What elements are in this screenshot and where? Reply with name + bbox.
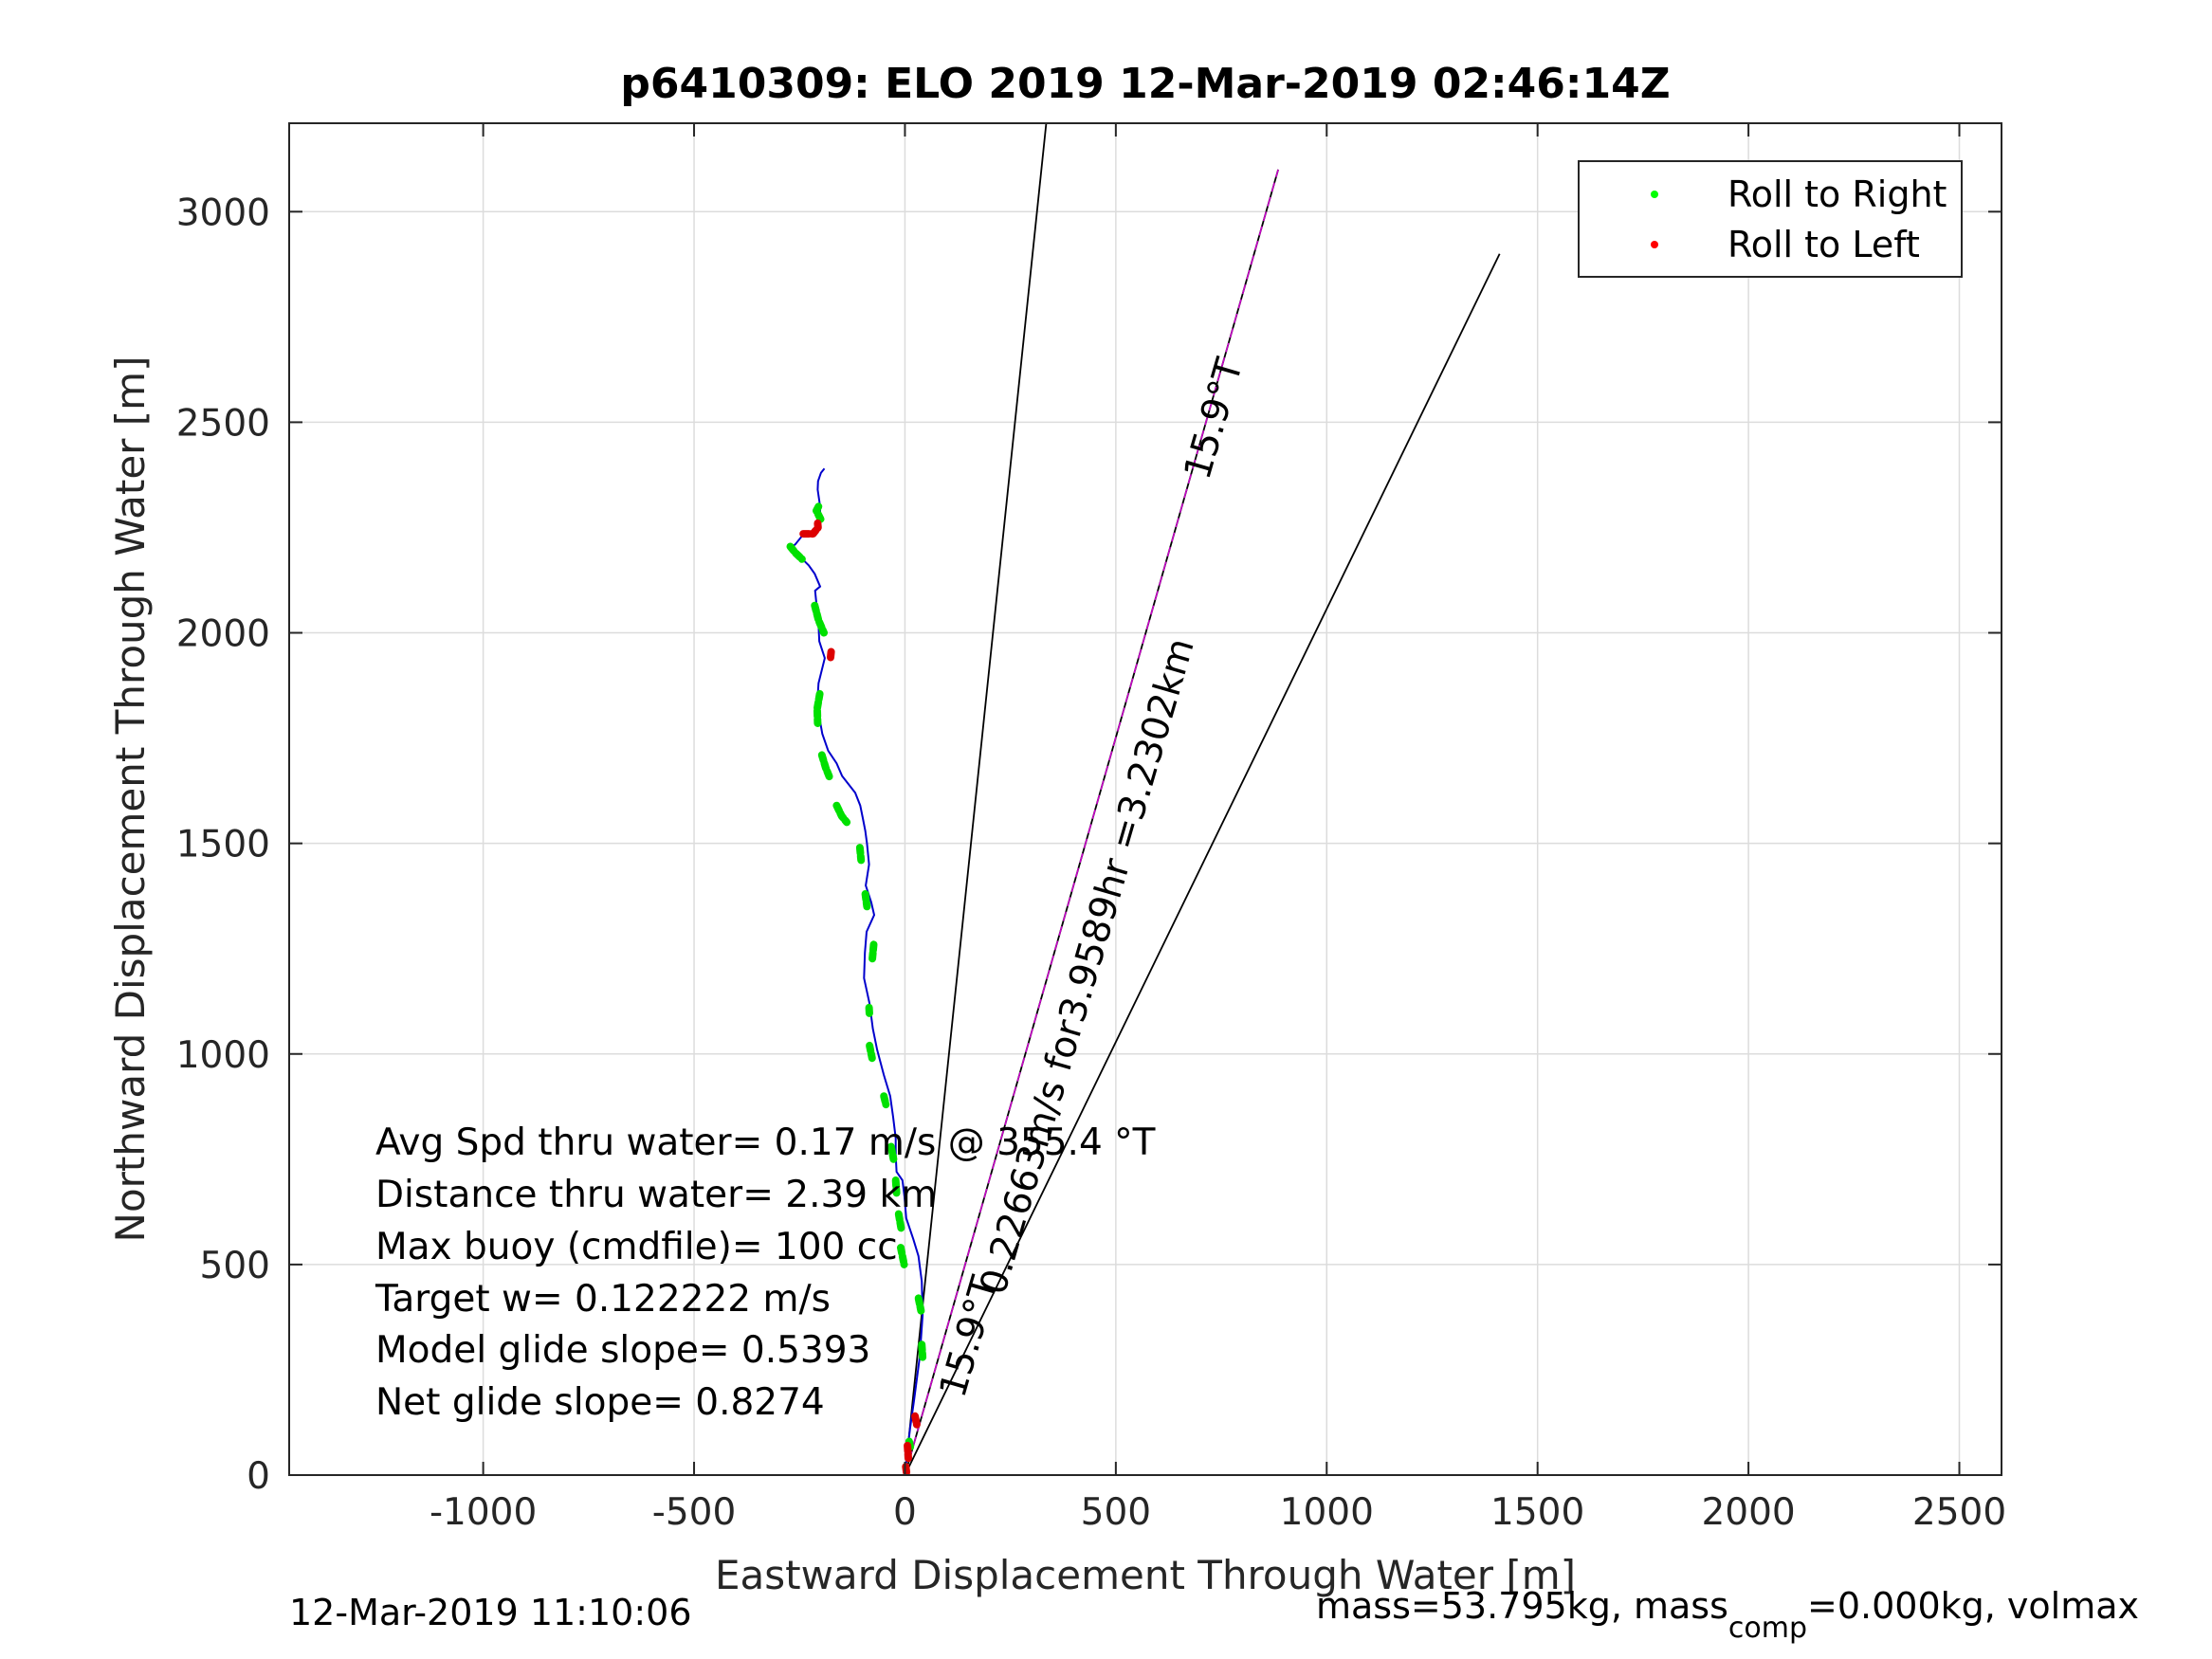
legend-roll-right-marker: [1651, 191, 1658, 198]
roll-right-marker: [880, 1092, 890, 1109]
y-tick-label: 1000: [176, 1034, 270, 1077]
roll-right-marker: [817, 751, 834, 782]
grid-lines: [289, 123, 2002, 1476]
roll-right-marker: [865, 1003, 874, 1020]
legend-box: [1578, 160, 1963, 278]
roll-right-marker: [891, 1176, 901, 1197]
legend: Roll to Right Roll to Left: [1578, 160, 1963, 278]
y-tick-label: 2500: [176, 402, 270, 445]
roll-right-marker: [786, 542, 806, 563]
roll-right-marker: [914, 1294, 925, 1315]
plot-area: [289, 123, 2002, 1475]
y-tick-label: 1500: [176, 824, 270, 866]
roll-right-marker: [811, 601, 828, 637]
roll-right-marker: [894, 1210, 905, 1235]
x-axis-label: Eastward Displacement Through Water [m]: [715, 1552, 1576, 1598]
roll-right-marker: [855, 844, 866, 865]
legend-roll-left-marker: [1651, 241, 1658, 248]
legend-roll-right-label: Roll to Right: [1728, 173, 1947, 215]
roll-left-marker: [799, 520, 822, 538]
footer-mass-info: mass=53.795kg, masscomp=0.000kg, volmax: [1316, 1585, 2139, 1645]
legend-roll-left-label: Roll to Left: [1728, 224, 1920, 265]
roll-right-marker: [868, 940, 878, 965]
roll-left-marker: [902, 1463, 911, 1477]
guide-lines: [904, 122, 1501, 1476]
y-tick-label: 0: [247, 1455, 270, 1498]
roll-right-marker: [887, 1142, 898, 1163]
x-tick-label: -500: [652, 1491, 737, 1534]
stats-max-buoy: Max buoy (cmdfile)= 100 cc: [375, 1226, 898, 1268]
roll-right-marker: [897, 1244, 908, 1268]
x-tick-label: 1500: [1490, 1491, 1584, 1534]
roll-right-marker: [861, 890, 871, 911]
footer-mass-suffix: =0.000kg, volmax: [1807, 1585, 2139, 1627]
y-tick-label: 500: [200, 1245, 270, 1287]
x-tick-label: 500: [1081, 1491, 1151, 1534]
roll-right-marker: [813, 689, 824, 727]
roll-markers: [786, 502, 927, 1477]
x-tick-label: 1000: [1280, 1491, 1374, 1534]
footer-mass-subscript: comp: [1728, 1612, 1807, 1645]
x-tick-label: 2000: [1701, 1491, 1795, 1534]
footer-timestamp: 12-Mar-2019 11:10:06: [289, 1592, 692, 1633]
stats-target-w: Target w= 0.122222 m/s: [375, 1278, 831, 1321]
stats-block: Avg Spd thru water= 0.17 m/s @ 355.4 °T …: [375, 1121, 1156, 1424]
y-tick-label: 3000: [176, 191, 270, 234]
roll-left-marker: [904, 1441, 912, 1463]
footer-mass-prefix: mass=53.795kg, mass: [1316, 1585, 1728, 1627]
x-tick-label: -1000: [430, 1491, 537, 1534]
upper-bound-line: [904, 122, 1048, 1476]
roll-right-marker: [918, 1340, 927, 1361]
chart-title: p6410309: ELO 2019 12-Mar-2019 02:46:14Z: [620, 60, 1670, 108]
roll-right-marker: [813, 502, 825, 523]
stats-model-glide-slope: Model glide slope= 0.5393: [375, 1329, 870, 1372]
axis-ticks: -1000 -500 0 500 1000 1500 2000 2500 0 500 1000 150…: [176, 123, 2006, 1534]
y-axis-label: Northward Displacement Through Water [m]: [107, 356, 154, 1243]
y-tick-label: 2000: [176, 613, 270, 656]
plot-frame: [288, 122, 2002, 1476]
heading-line-overlay: [904, 169, 1279, 1476]
x-tick-label: 0: [893, 1491, 917, 1534]
stats-distance: Distance thru water= 2.39 km: [375, 1174, 937, 1216]
roll-left-marker: [826, 647, 835, 665]
roll-right-marker: [832, 801, 851, 827]
roll-right-marker: [866, 1041, 876, 1063]
roll-left-marker: [911, 1412, 921, 1429]
stats-net-glide-slope: Net glide slope= 0.8274: [375, 1381, 825, 1424]
stats-avg-speed: Avg Spd thru water= 0.17 m/s @ 355.4 °T: [375, 1121, 1156, 1164]
x-tick-label: 2500: [1912, 1491, 2006, 1534]
lower-bound-line: [904, 253, 1501, 1476]
